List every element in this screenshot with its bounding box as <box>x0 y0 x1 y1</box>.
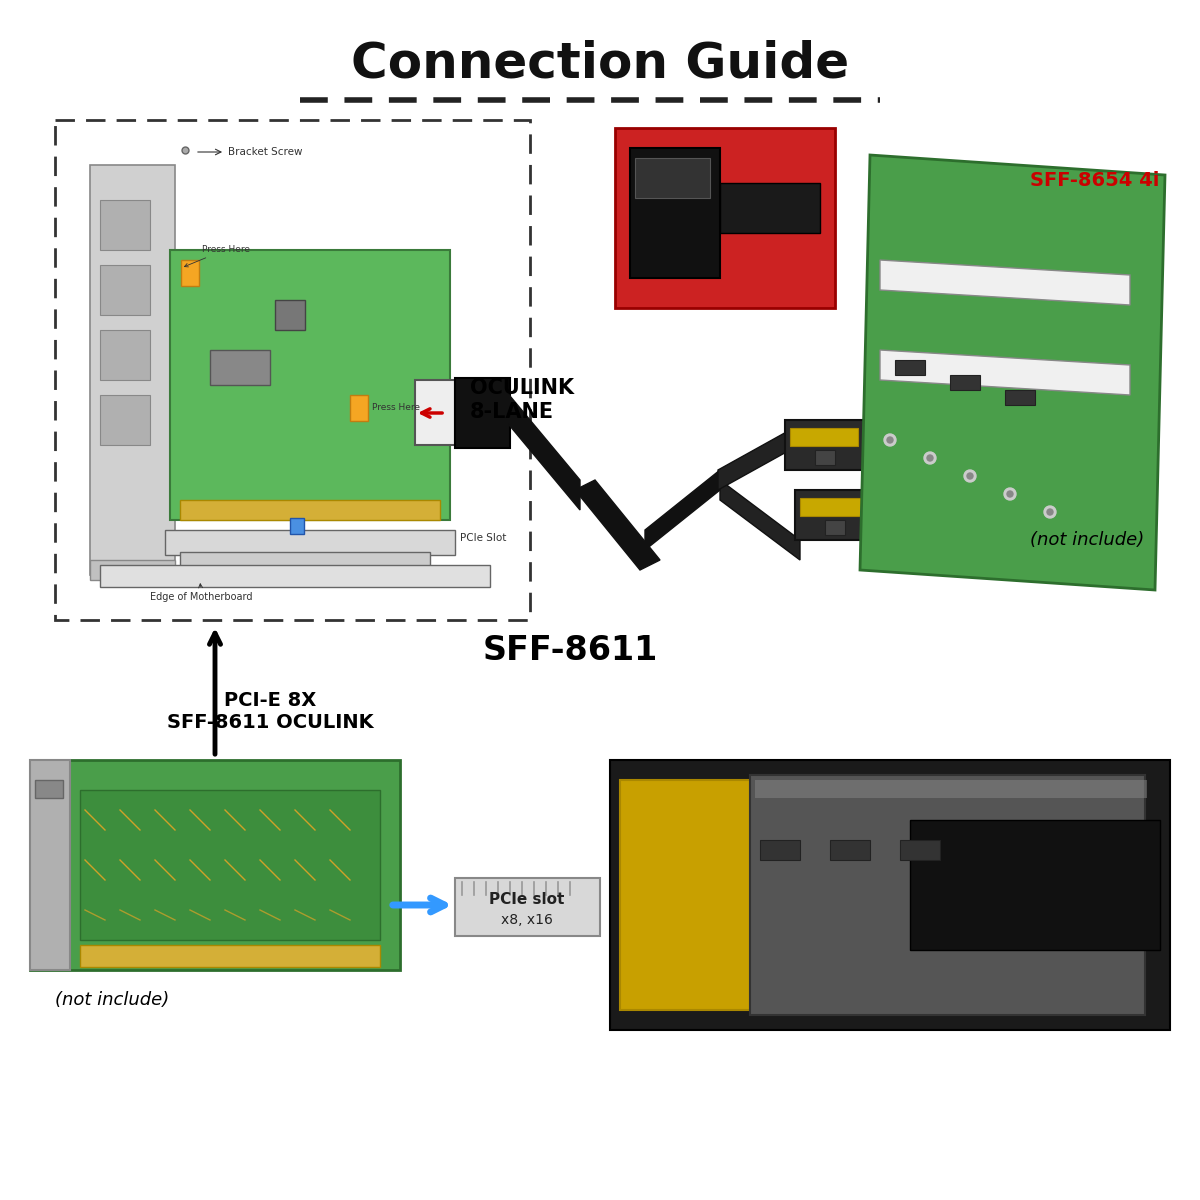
Bar <box>830 840 870 860</box>
Bar <box>455 878 600 936</box>
Circle shape <box>887 437 893 443</box>
Polygon shape <box>505 390 580 510</box>
Circle shape <box>1004 488 1016 500</box>
Bar <box>100 565 490 587</box>
Bar <box>900 840 940 860</box>
Circle shape <box>884 434 896 446</box>
Bar <box>275 300 305 330</box>
Polygon shape <box>880 350 1130 395</box>
Bar <box>755 780 1147 798</box>
Bar <box>815 450 835 464</box>
Bar <box>635 158 710 198</box>
Text: PCI-E 8X
SFF-8611 OCULINK: PCI-E 8X SFF-8611 OCULINK <box>167 691 373 732</box>
Bar <box>1006 390 1034 404</box>
Bar <box>616 128 835 308</box>
Bar <box>760 840 800 860</box>
Text: SFF-8654 4i: SFF-8654 4i <box>1030 170 1159 190</box>
Text: Press Here: Press Here <box>372 403 420 413</box>
Bar <box>80 790 380 940</box>
Bar <box>100 330 150 380</box>
Polygon shape <box>718 430 790 490</box>
Text: Press Here: Press Here <box>185 245 250 266</box>
Text: (not include): (not include) <box>55 991 169 1009</box>
Bar <box>455 378 510 448</box>
Bar <box>620 780 750 1010</box>
Circle shape <box>967 473 973 479</box>
Bar <box>800 498 868 516</box>
Text: SFF-8611: SFF-8611 <box>482 634 658 666</box>
Bar <box>895 360 925 374</box>
Polygon shape <box>880 260 1130 305</box>
Text: Edge of Motherboard: Edge of Motherboard <box>150 584 252 602</box>
Bar <box>796 490 875 540</box>
Bar <box>166 530 455 554</box>
Circle shape <box>1007 491 1013 497</box>
Circle shape <box>928 455 934 461</box>
Bar <box>630 148 720 278</box>
Bar <box>790 428 858 446</box>
Circle shape <box>964 470 976 482</box>
Bar <box>30 760 70 970</box>
Bar <box>610 760 1170 1030</box>
Circle shape <box>1046 509 1054 515</box>
Text: OCULINK
8-LANE: OCULINK 8-LANE <box>470 378 574 421</box>
Bar <box>826 520 845 535</box>
Bar <box>750 775 1145 1015</box>
Text: Connection Guide: Connection Guide <box>350 40 850 88</box>
Bar <box>100 200 150 250</box>
FancyBboxPatch shape <box>55 120 530 620</box>
Circle shape <box>1044 506 1056 518</box>
Bar <box>950 374 980 390</box>
Bar <box>170 250 450 520</box>
Text: (not include): (not include) <box>1030 530 1145 550</box>
Bar <box>415 380 455 445</box>
Bar <box>181 260 199 286</box>
Bar <box>290 518 304 534</box>
Polygon shape <box>646 470 720 550</box>
Text: PCIe slot: PCIe slot <box>490 893 565 907</box>
Bar <box>180 500 440 520</box>
Text: PCIe Slot: PCIe Slot <box>460 533 506 542</box>
Bar <box>210 350 270 385</box>
Text: Bracket Screw: Bracket Screw <box>228 146 302 157</box>
Bar <box>100 265 150 314</box>
Bar <box>100 395 150 445</box>
Bar <box>785 420 865 470</box>
Text: x8, x16: x8, x16 <box>502 913 553 926</box>
Bar <box>90 560 175 580</box>
Polygon shape <box>90 164 175 575</box>
Polygon shape <box>575 480 660 570</box>
Polygon shape <box>720 480 800 560</box>
Bar <box>720 182 820 233</box>
Bar <box>35 780 64 798</box>
Circle shape <box>924 452 936 464</box>
Bar <box>80 946 380 967</box>
Bar <box>910 820 1160 950</box>
Polygon shape <box>860 155 1165 590</box>
Bar <box>350 395 368 421</box>
Bar <box>180 552 430 570</box>
Bar <box>30 760 400 970</box>
